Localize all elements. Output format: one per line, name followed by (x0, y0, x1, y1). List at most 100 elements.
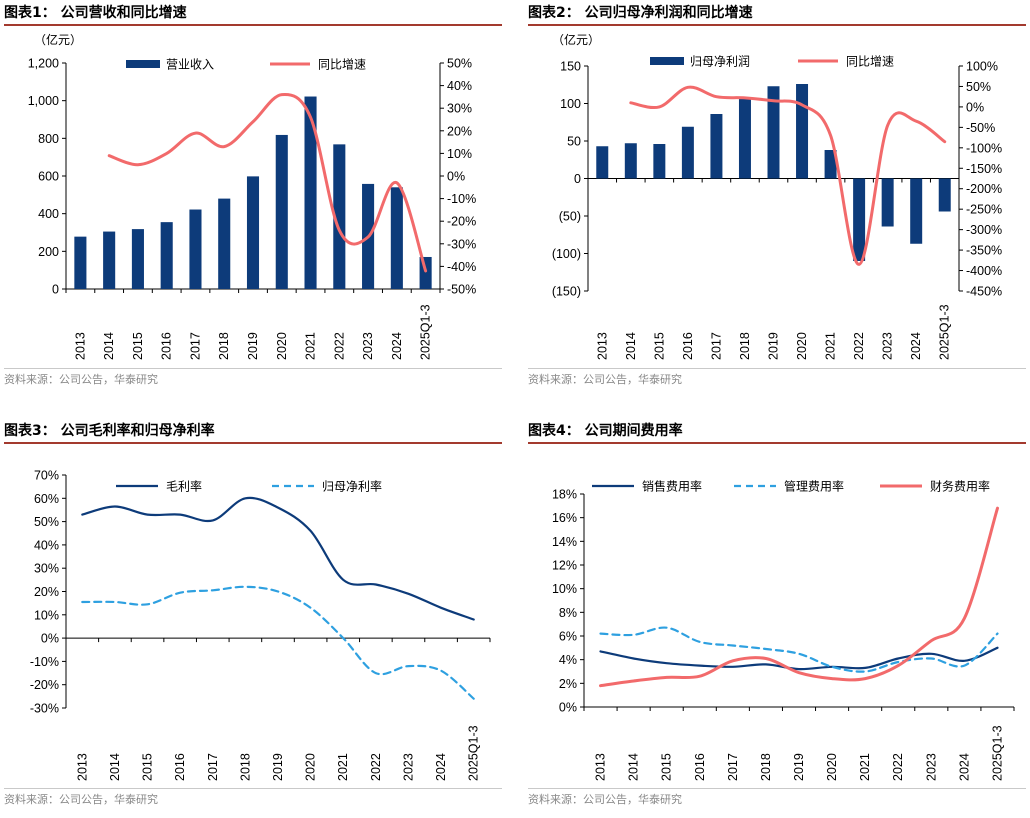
right-y-tick-label: 50% (966, 80, 991, 94)
bar-2015 (131, 229, 144, 289)
left-y-tick-label: 600 (38, 170, 59, 184)
x-tick-label: 2021 (304, 332, 318, 360)
left-y-tick-label: 20% (34, 585, 59, 599)
x-tick-label: 2021 (858, 753, 872, 781)
left-y-tick-label: 150 (560, 60, 581, 74)
legend-swatch-bar (126, 60, 160, 68)
left-y-tick-label: 100 (560, 97, 581, 111)
chart-title: 图表1： 公司营收和同比增速 (4, 4, 502, 26)
left-y-tick-label: 400 (38, 207, 59, 221)
left-y-tick-label: 6% (559, 630, 577, 644)
x-tick-label: 2016 (160, 332, 174, 360)
bar-2024 (910, 178, 923, 244)
left-y-tick-label: -10% (30, 655, 59, 669)
bar-2014 (103, 231, 116, 289)
left-y-tick-label: 10% (34, 608, 59, 622)
bar-2016 (160, 222, 173, 289)
legend-label-line: 同比增速 (846, 55, 894, 69)
x-tick-label: 2024 (909, 332, 923, 360)
x-tick-label: 2023 (881, 332, 895, 360)
bar-2024 (390, 187, 403, 289)
expense-ratio-chart: 0% 2% 4% 6% 8% 10% 12% 14% 16% 18% 2013 2014 2015 201… (552, 479, 1015, 781)
legend-label-3: 财务费用率 (930, 479, 990, 494)
right-y-tick-label: -300% (966, 223, 1002, 237)
chart-panel-revenue: 图表1： 公司营收和同比增速 （亿元） 0 200 400 600 800 1,000 1,2… (4, 0, 504, 400)
bar-2016 (681, 126, 694, 179)
x-tick-label: 2015 (652, 332, 666, 360)
x-tick-label: 2016 (681, 332, 695, 360)
bar-2022 (853, 178, 866, 261)
right-y-tick-label: 30% (447, 102, 472, 116)
x-tick-label: 2024 (434, 753, 448, 781)
chart-title: 图表2： 公司归母净利润和同比增速 (528, 4, 1026, 26)
left-y-tick-label: 70% (34, 469, 59, 483)
bar-2013 (596, 146, 609, 179)
right-y-tick-label: 0% (447, 170, 465, 184)
unit-label: （亿元） (552, 32, 600, 47)
right-y-tick-label: -30% (447, 237, 476, 251)
x-tick-label: 2019 (792, 753, 806, 781)
right-y-tick-label: 100% (966, 60, 998, 74)
left-y-tick-label: 12% (552, 559, 577, 573)
x-tick-label: 2023 (361, 332, 375, 360)
left-y-tick-label: 16% (552, 511, 577, 525)
x-tick-label: 2023 (924, 753, 938, 781)
bar-2020 (275, 134, 288, 289)
series-line-2 (81, 585, 475, 700)
bar-2025Q1-3 (419, 256, 432, 289)
right-y-tick-label: 40% (447, 79, 472, 93)
right-y-tick-label: -100% (966, 141, 1002, 155)
x-tick-label: 2021 (824, 332, 838, 360)
bar-2021 (304, 96, 317, 289)
left-y-tick-label: 0% (559, 701, 577, 715)
x-tick-label: 2013 (73, 332, 87, 360)
x-tick-label: 2017 (726, 753, 740, 781)
legend-label-line: 同比增速 (318, 58, 366, 72)
left-y-tick-label: (50) (559, 210, 581, 224)
chart-panel-expense-ratios: 图表4： 公司期间费用率 0% 2% 4% 6% 8% 10% 12% 14% 16% 18% 20… (528, 418, 1028, 818)
x-tick-label: 2014 (108, 753, 122, 781)
x-tick-label: 2022 (852, 332, 866, 360)
right-y-tick-label: -20% (447, 215, 476, 229)
x-tick-label: 2023 (401, 753, 415, 781)
x-tick-label: 2020 (825, 753, 839, 781)
left-y-tick-label: -30% (30, 702, 59, 716)
bar-2020 (796, 84, 809, 179)
right-y-tick-label: -50% (447, 283, 476, 297)
margin-chart: -30% -20% -10% 0% 10% 20% 30% 40% 50% 60% 70% 2013 2… (30, 469, 491, 781)
x-tick-label: 2016 (693, 753, 707, 781)
bar-2017 (189, 209, 202, 289)
x-tick-label: 2015 (141, 753, 155, 781)
bar-2019 (246, 176, 260, 289)
x-tick-label: 2019 (767, 332, 781, 360)
x-tick-label: 2015 (660, 753, 674, 781)
chart-source: 资料来源：公司公告，华泰研究 (528, 788, 1026, 809)
x-tick-label: 2018 (738, 332, 752, 360)
x-tick-label: 2020 (275, 332, 289, 360)
x-tick-label: 2022 (369, 753, 383, 781)
growth-line (629, 85, 947, 266)
right-y-tick-label: 10% (447, 147, 472, 161)
left-y-tick-label: 60% (34, 492, 59, 506)
left-y-tick-label: 8% (559, 606, 577, 620)
unit-label: （亿元） (34, 32, 82, 47)
revenue-chart: （亿元） 0 200 400 600 800 1,000 1,200 -50% -40% -30% -… (28, 32, 476, 360)
chart-source: 资料来源：公司公告，华泰研究 (4, 788, 502, 809)
legend-label-2: 归母净利率 (322, 479, 382, 494)
legend-label-bar: 归母净利润 (690, 55, 750, 69)
left-y-tick-label: 30% (34, 562, 59, 576)
legend-label-1: 销售费用率 (642, 479, 702, 494)
right-y-tick-label: -400% (966, 264, 1002, 278)
chart-title: 图表3： 公司毛利率和归母净利率 (4, 422, 502, 444)
legend-label-1: 毛利率 (166, 479, 202, 494)
right-y-tick-label: 20% (447, 124, 472, 138)
x-tick-label: 2020 (795, 332, 809, 360)
right-y-tick-label: 0% (966, 100, 984, 114)
x-tick-label: 2013 (75, 753, 89, 781)
bar-2017 (710, 114, 723, 179)
x-tick-label: 2025Q1-3 (419, 304, 433, 360)
x-tick-label: 2014 (627, 753, 641, 781)
left-y-tick-label: 2% (559, 677, 577, 691)
bar-2025Q1-3 (938, 178, 951, 212)
right-y-tick-label: 50% (447, 57, 472, 71)
